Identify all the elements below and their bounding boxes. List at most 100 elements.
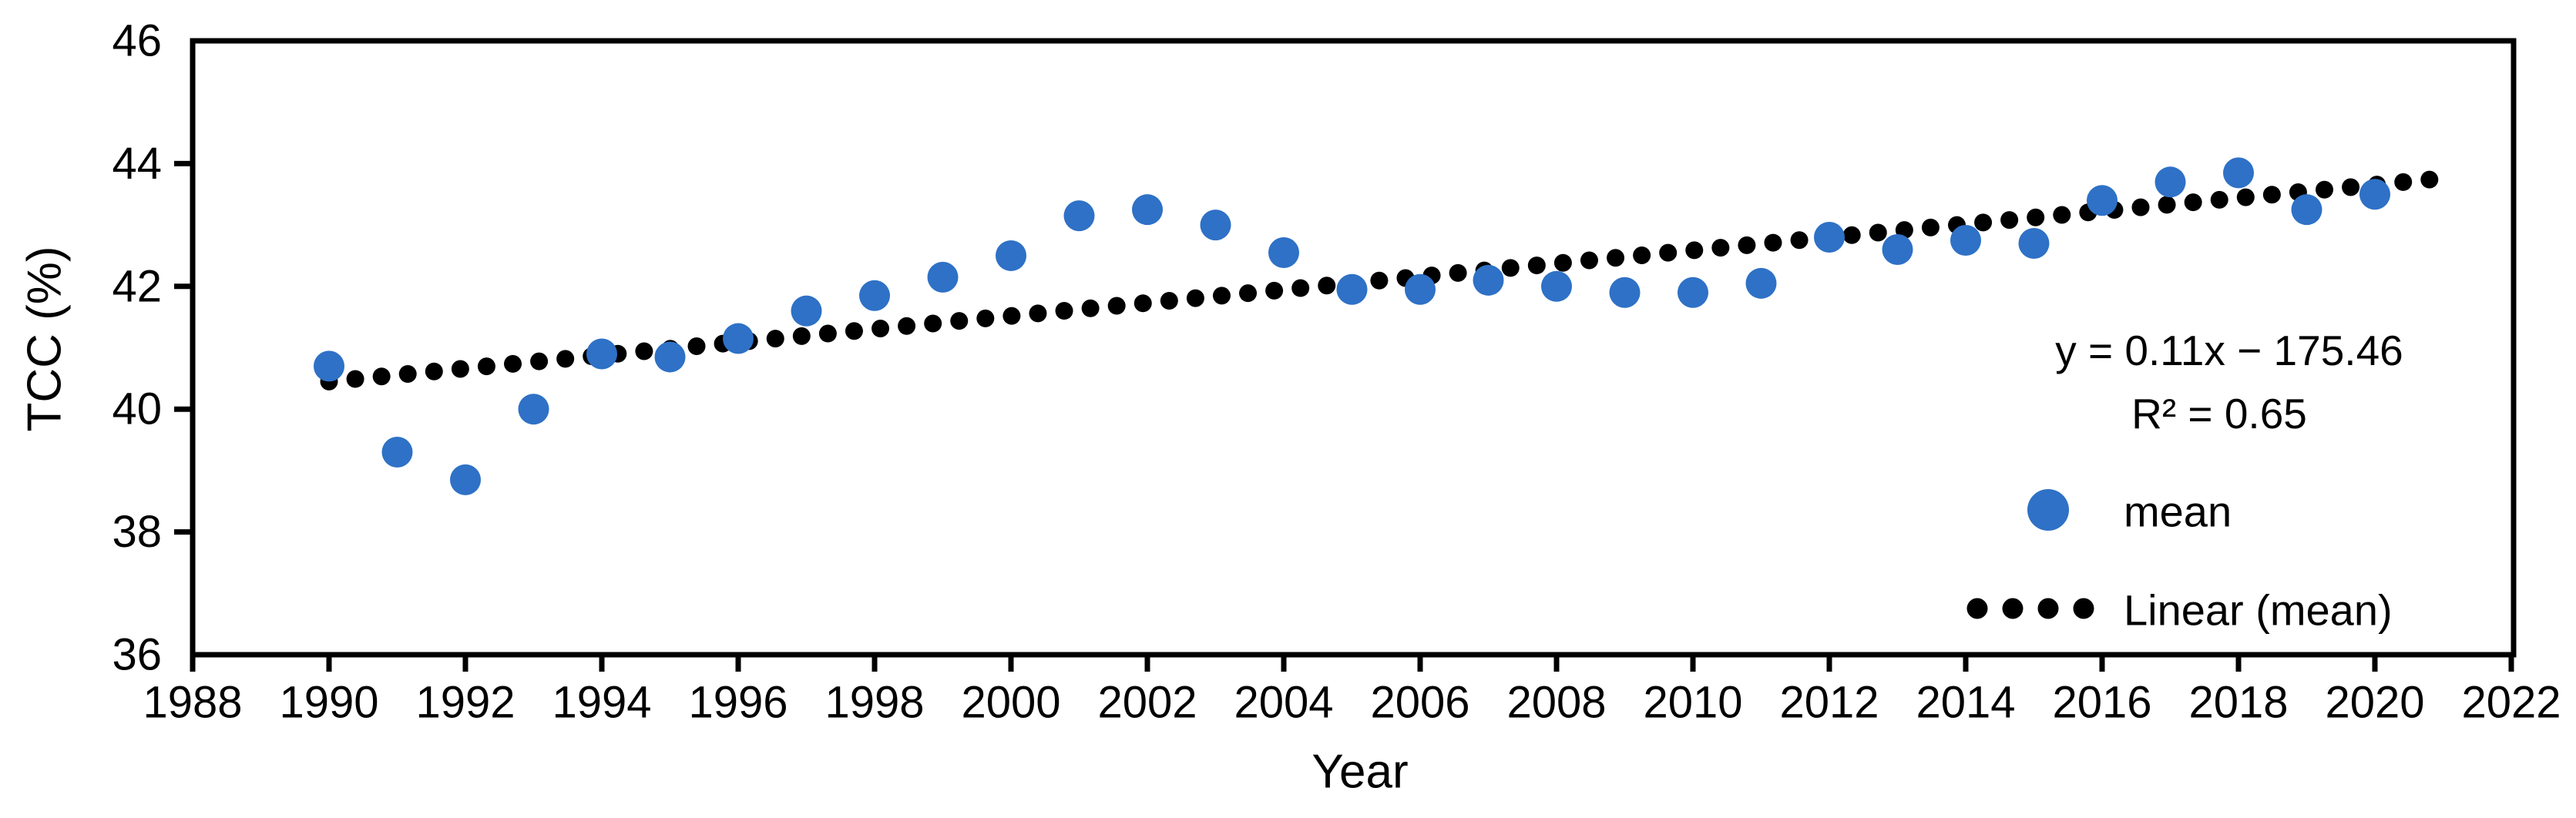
- trend-dot: [1580, 251, 1598, 270]
- data-point-2013: [1882, 233, 1913, 265]
- data-point-2007: [1473, 264, 1504, 296]
- data-point-2014: [1950, 225, 1981, 256]
- trend-dot: [1790, 231, 1809, 250]
- data-point-1992: [450, 464, 481, 495]
- trend-dot: [1607, 249, 1625, 267]
- data-point-2001: [1063, 200, 1095, 232]
- trend-dot: [766, 330, 784, 348]
- x-tick-label: 1990: [279, 678, 378, 728]
- y-axis-title: TCC (%): [18, 246, 72, 431]
- trend-dot: [2131, 198, 2150, 216]
- y-axis-tick-labels: 46 44 42 40 38 36: [112, 16, 162, 680]
- trend-dot: [477, 357, 495, 376]
- data-point-1998: [859, 280, 890, 311]
- trend-dot: [1186, 289, 1204, 307]
- data-point-2009: [1609, 277, 1641, 308]
- trend-dot: [1501, 259, 1520, 277]
- plot-area-border: [190, 38, 2517, 658]
- trend-dot: [1711, 239, 1730, 257]
- x-tick-label: 2002: [1097, 678, 1197, 728]
- legend-trend-dot: [1966, 598, 1988, 619]
- legend-mean-label: mean: [2124, 488, 2232, 536]
- data-point-2002: [1132, 194, 1163, 226]
- data-point-2004: [1268, 236, 1299, 268]
- trend-dot: [1134, 294, 1152, 313]
- trend-dot: [2342, 178, 2360, 196]
- trend-dot: [1291, 279, 1310, 297]
- y-tick-label: 38: [112, 507, 162, 557]
- trend-dot: [2316, 180, 2334, 199]
- x-tick-label: 2000: [961, 678, 1060, 728]
- x-tick-label: 1996: [688, 678, 788, 728]
- x-tick-label: 1998: [825, 678, 924, 728]
- trend-dot: [1370, 271, 1389, 290]
- trend-dot: [1869, 223, 1887, 242]
- trend-dot: [1974, 213, 1993, 232]
- trend-dot: [2000, 211, 2019, 230]
- trend-dot: [1107, 297, 1126, 315]
- trend-equation-label: y = 0.11x − 175.46: [2055, 327, 2403, 374]
- trend-dot: [1738, 236, 1756, 254]
- data-point-2005: [1336, 273, 1368, 305]
- trend-dot: [976, 309, 995, 327]
- data-point-2008: [1541, 270, 1572, 302]
- data-point-2016: [2087, 185, 2118, 216]
- data-point-1997: [791, 295, 822, 327]
- y-tick-label: 44: [112, 139, 162, 189]
- data-point-2020: [2359, 179, 2390, 210]
- data-point-2010: [1678, 277, 1708, 308]
- x-tick-label: 2022: [2461, 678, 2561, 728]
- trend-dot: [2158, 196, 2176, 214]
- trend-dot: [635, 342, 653, 360]
- trend-dot: [2184, 193, 2202, 212]
- trend-dot: [1921, 218, 1940, 236]
- legend-trend-dot: [2073, 598, 2094, 619]
- x-tick-label: 2014: [1916, 678, 2015, 728]
- y-tick-label: 36: [112, 630, 162, 680]
- y-axis-ticks: [174, 160, 193, 535]
- trend-dot: [792, 327, 811, 345]
- data-point-2006: [1405, 273, 1436, 305]
- trend-dot: [451, 360, 469, 378]
- trend-dot: [1212, 287, 1231, 305]
- data-point-2018: [2223, 157, 2254, 189]
- trend-dot: [372, 367, 391, 386]
- trend-dot: [346, 370, 364, 388]
- x-tick-label: 2010: [1643, 678, 1742, 728]
- trend-dot: [2210, 190, 2228, 209]
- trend-dot: [2262, 186, 2281, 204]
- trend-dot: [2236, 188, 2255, 206]
- legend-mean-marker-icon: [2027, 489, 2069, 531]
- x-axis-title: Year: [1312, 746, 1408, 799]
- data-point-1996: [723, 323, 754, 354]
- trend-dot: [1659, 243, 1678, 262]
- data-point-2019: [2291, 194, 2322, 226]
- trend-dot: [845, 322, 863, 340]
- x-tick-label: 2012: [1779, 678, 1879, 728]
- trend-dot: [1842, 226, 1861, 244]
- x-tick-label: 1994: [552, 678, 651, 728]
- trend-dot: [1685, 241, 1704, 260]
- legend-trend-dot: [2002, 598, 2024, 619]
- trend-dot: [1003, 307, 1021, 325]
- trend-dot: [530, 352, 549, 370]
- trend-dot: [950, 312, 969, 330]
- data-point-1999: [927, 261, 959, 293]
- data-point-1990: [314, 350, 344, 382]
- trend-r-squared-label: R² = 0.65: [2131, 390, 2307, 437]
- y-tick-label: 40: [112, 384, 162, 434]
- x-tick-label: 2020: [2325, 678, 2424, 728]
- trend-dot: [2053, 206, 2071, 224]
- x-tick-label: 2018: [2188, 678, 2288, 728]
- mean-data-points: [314, 157, 2390, 495]
- y-tick-label: 42: [112, 261, 162, 311]
- data-point-2003: [1200, 210, 1231, 241]
- legend-trend-dot: [2037, 598, 2059, 619]
- trend-dot: [924, 314, 942, 333]
- x-tick-label: 2006: [1370, 678, 1469, 728]
- y-tick-label: 46: [112, 16, 162, 66]
- trend-dot: [1055, 302, 1073, 320]
- data-point-2017: [2155, 166, 2186, 198]
- x-tick-label: 2008: [1506, 678, 1606, 728]
- trend-dot: [2394, 173, 2413, 191]
